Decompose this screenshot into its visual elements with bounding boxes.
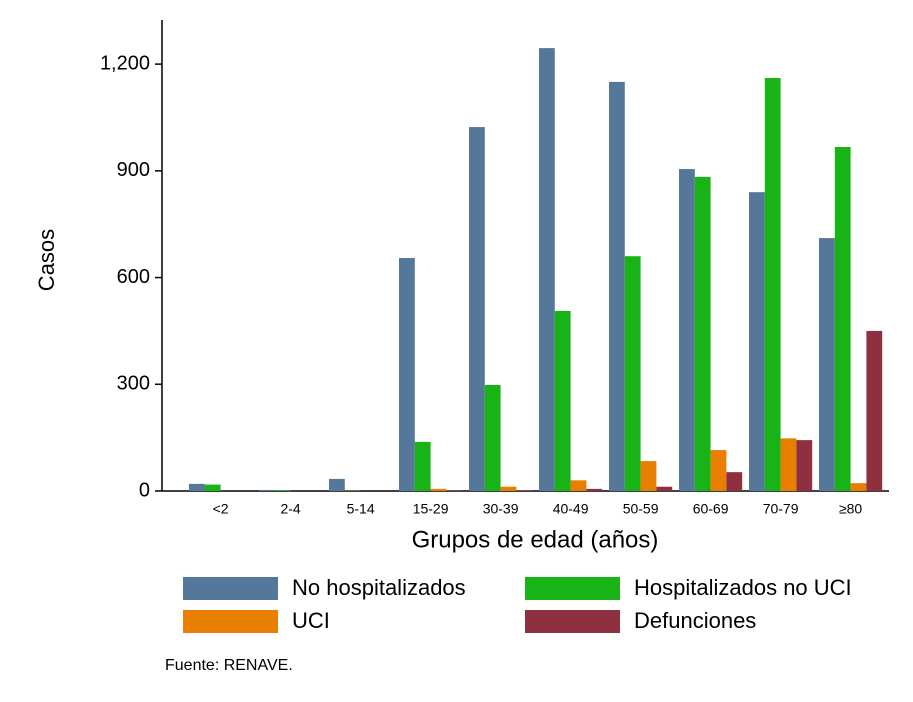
x-tick-label: 70-79 — [763, 501, 799, 517]
x-axis-title: Grupos de edad (años) — [412, 526, 659, 553]
bar — [640, 461, 657, 491]
source-note: Fuente: RENAVE. — [165, 657, 293, 674]
x-tick-label: 5-14 — [347, 501, 375, 517]
bar — [586, 488, 603, 491]
legend-swatch — [183, 577, 278, 600]
bar — [516, 490, 533, 491]
y-tick-label: 0 — [139, 479, 150, 501]
y-tick-label: 1,200 — [100, 52, 150, 74]
legend-label: UCI — [292, 608, 330, 633]
bar — [796, 440, 813, 491]
y-tick-label: 600 — [117, 266, 150, 288]
x-tick-label: 40-49 — [553, 501, 589, 517]
bar — [624, 256, 641, 491]
bar — [189, 483, 205, 491]
bar — [484, 384, 501, 491]
x-tick-label: 2-4 — [280, 501, 300, 517]
y-tick-label: 300 — [117, 373, 150, 395]
bar — [710, 450, 727, 491]
bar — [819, 238, 835, 491]
x-tick-label: <2 — [213, 501, 229, 517]
y-tick-label: 900 — [117, 159, 150, 181]
bar — [500, 486, 517, 491]
legend-swatch — [183, 610, 278, 633]
legend-label: Defunciones — [634, 608, 756, 633]
legend-swatch — [525, 610, 620, 633]
bar — [204, 484, 221, 491]
bar — [679, 169, 695, 492]
bar — [764, 77, 781, 491]
legend-swatch — [525, 577, 620, 600]
bar — [749, 192, 765, 491]
bar — [694, 176, 711, 492]
bar — [866, 330, 883, 491]
x-tick-label: 15-29 — [413, 501, 449, 517]
legend-label: Hospitalizados no UCI — [634, 575, 852, 600]
x-tick-label: ≥80 — [839, 501, 862, 517]
bar — [274, 490, 291, 491]
x-tick-label: 30-39 — [483, 501, 519, 517]
bar — [609, 81, 625, 491]
bar — [780, 438, 797, 491]
x-tick-label: 60-69 — [693, 501, 729, 517]
bar — [726, 472, 743, 491]
bar — [656, 486, 673, 491]
bar — [554, 310, 571, 491]
bar — [834, 146, 851, 491]
bar — [329, 478, 345, 491]
y-axis-title: Casos — [34, 229, 59, 291]
bar — [430, 488, 447, 491]
bar — [414, 441, 431, 491]
bar — [399, 257, 415, 491]
bar — [850, 483, 867, 491]
legend-label: No hospitalizados — [292, 575, 466, 600]
bar — [469, 127, 485, 492]
bar — [259, 489, 275, 491]
bar — [570, 480, 587, 491]
bar — [539, 48, 555, 491]
x-tick-label: 50-59 — [623, 501, 659, 517]
